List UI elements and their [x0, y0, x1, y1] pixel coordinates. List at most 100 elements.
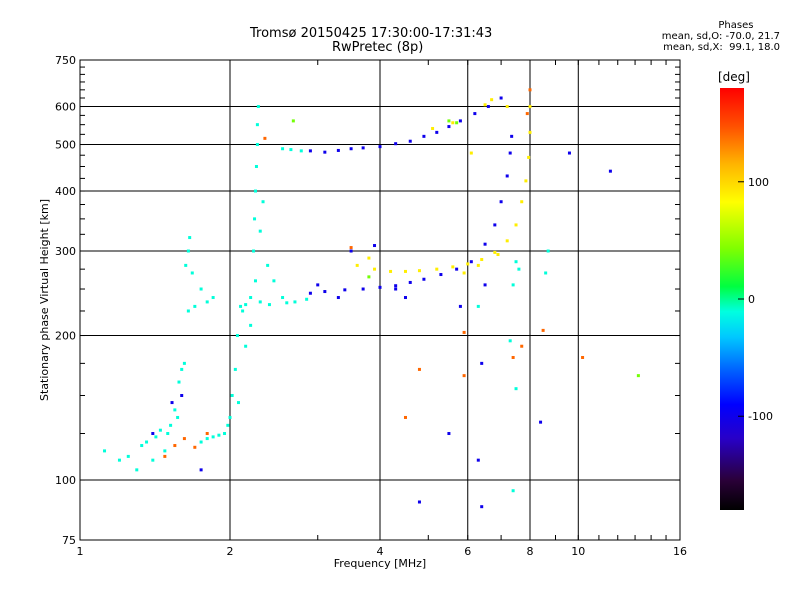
data-point — [511, 283, 515, 287]
data-point — [462, 374, 466, 378]
data-point — [308, 149, 312, 153]
data-point — [439, 273, 443, 277]
data-points — [103, 88, 640, 509]
data-point — [289, 148, 293, 152]
data-point — [205, 432, 209, 436]
y-tick-label: 500 — [55, 139, 76, 152]
data-point — [299, 149, 303, 153]
data-point — [180, 394, 184, 398]
data-point — [336, 148, 340, 152]
y-tick-label: 75 — [62, 534, 76, 547]
data-point — [349, 249, 353, 253]
data-point — [241, 309, 245, 313]
data-point — [541, 328, 545, 332]
data-point — [263, 136, 267, 140]
y-tick-label: 200 — [55, 330, 76, 343]
data-point — [517, 267, 521, 271]
data-point — [230, 394, 234, 398]
data-point — [455, 121, 459, 125]
data-point — [431, 126, 435, 130]
data-point — [267, 303, 271, 307]
data-point — [211, 296, 215, 300]
data-point — [408, 139, 412, 143]
data-point — [505, 174, 509, 178]
x-axis-label: Frequency [MHz] — [334, 557, 426, 570]
colorbar-tick-label: 100 — [748, 176, 769, 189]
y-tick-label: 300 — [55, 245, 76, 258]
data-point — [394, 287, 398, 291]
data-point — [567, 151, 571, 155]
data-point — [373, 244, 377, 248]
data-point — [249, 323, 253, 327]
data-point — [378, 285, 382, 289]
data-point — [166, 432, 170, 436]
data-point — [520, 200, 524, 204]
data-point — [343, 288, 347, 292]
data-point — [239, 304, 243, 308]
data-point — [422, 134, 426, 138]
data-point — [528, 88, 532, 92]
phase-stats-title: Phases — [718, 20, 754, 31]
data-point — [511, 355, 515, 359]
data-point — [186, 249, 190, 253]
data-point — [466, 262, 470, 266]
data-point — [462, 271, 466, 275]
data-point — [233, 367, 237, 371]
data-point — [417, 500, 421, 504]
data-point — [480, 505, 484, 509]
data-point — [451, 121, 455, 125]
data-point — [182, 437, 186, 441]
data-point — [469, 151, 473, 155]
grid-lines — [80, 60, 680, 540]
data-point — [255, 123, 259, 127]
data-point — [510, 134, 514, 138]
data-point — [469, 260, 473, 264]
data-point — [408, 280, 412, 284]
data-point — [493, 250, 497, 254]
data-point — [205, 437, 209, 441]
data-point — [140, 444, 144, 448]
data-point — [394, 142, 398, 146]
data-point — [235, 334, 239, 338]
data-point — [182, 361, 186, 365]
data-point — [253, 279, 257, 283]
chart-title: Tromsø 20150425 17:30:00-17:31:43 — [250, 26, 493, 41]
data-point — [451, 265, 455, 269]
data-point — [226, 423, 230, 427]
data-point — [173, 408, 177, 412]
data-point — [117, 458, 121, 462]
data-point — [223, 432, 227, 436]
data-point — [193, 445, 197, 449]
data-point — [581, 355, 585, 359]
data-point — [361, 146, 365, 150]
data-point — [349, 246, 353, 250]
data-point — [514, 387, 518, 391]
x-tick-label: 1 — [77, 545, 84, 558]
data-point — [373, 267, 377, 271]
data-point — [281, 147, 285, 151]
x-tick-label: 10 — [571, 545, 585, 558]
data-point — [367, 275, 371, 279]
data-point — [524, 179, 528, 183]
data-point — [323, 290, 327, 294]
colorbar-ticks: 100 0 -100 — [738, 176, 773, 423]
data-point — [211, 435, 215, 439]
phase-stats: Phases mean, sd,O: -70.0, 21.7 mean, sd,… — [662, 20, 780, 53]
data-point — [527, 155, 531, 159]
data-point — [505, 105, 509, 109]
data-point — [135, 468, 139, 472]
data-point — [199, 468, 203, 472]
data-point — [163, 449, 167, 453]
data-point — [236, 401, 240, 405]
data-point — [480, 361, 484, 365]
data-point — [145, 440, 149, 444]
data-point — [528, 105, 532, 109]
data-point — [473, 112, 477, 116]
data-point — [199, 440, 203, 444]
data-point — [403, 269, 407, 273]
data-point — [126, 454, 130, 458]
data-point — [305, 297, 309, 301]
data-point — [486, 105, 490, 109]
data-point — [253, 189, 257, 193]
